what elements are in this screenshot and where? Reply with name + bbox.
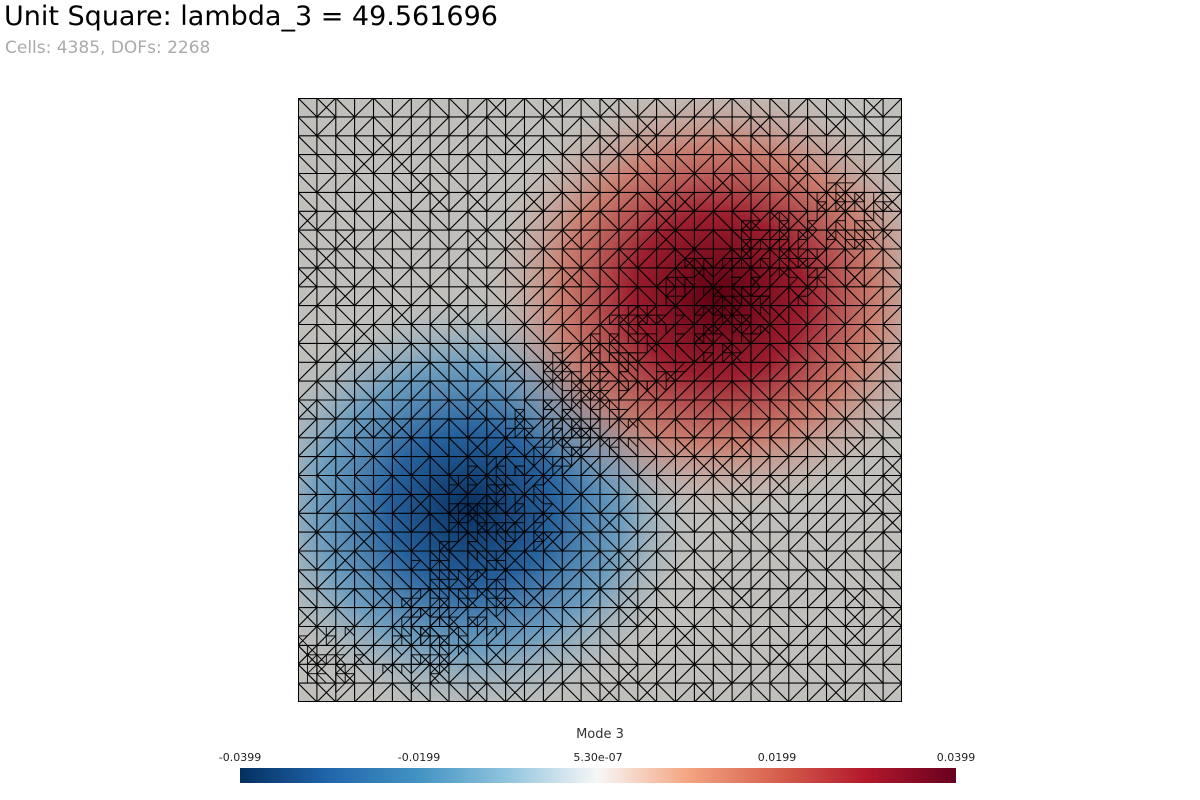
plot-title: Unit Square: lambda_3 = 49.561696	[4, 1, 498, 32]
plot-subtitle: Cells: 4385, DOFs: 2268	[5, 38, 211, 58]
mesh-plot	[298, 98, 902, 702]
colorbar-tick-max: 0.0399	[936, 751, 976, 764]
colorbar-tick-q1: -0.0199	[397, 751, 441, 764]
domain-border	[298, 98, 902, 702]
colorbar-ticks: -0.0399 -0.0199 5.30e-07 0.0199 0.0399	[0, 751, 1200, 767]
colorbar-tick-q3: 0.0199	[757, 751, 797, 764]
colorbar-title: Mode 3	[576, 727, 624, 742]
colorbar-tick-min: -0.0399	[218, 751, 262, 764]
colorbar	[240, 768, 956, 783]
mesh-refinement	[298, 182, 893, 693]
colorbar-tick-mid: 5.30e-07	[573, 751, 623, 764]
